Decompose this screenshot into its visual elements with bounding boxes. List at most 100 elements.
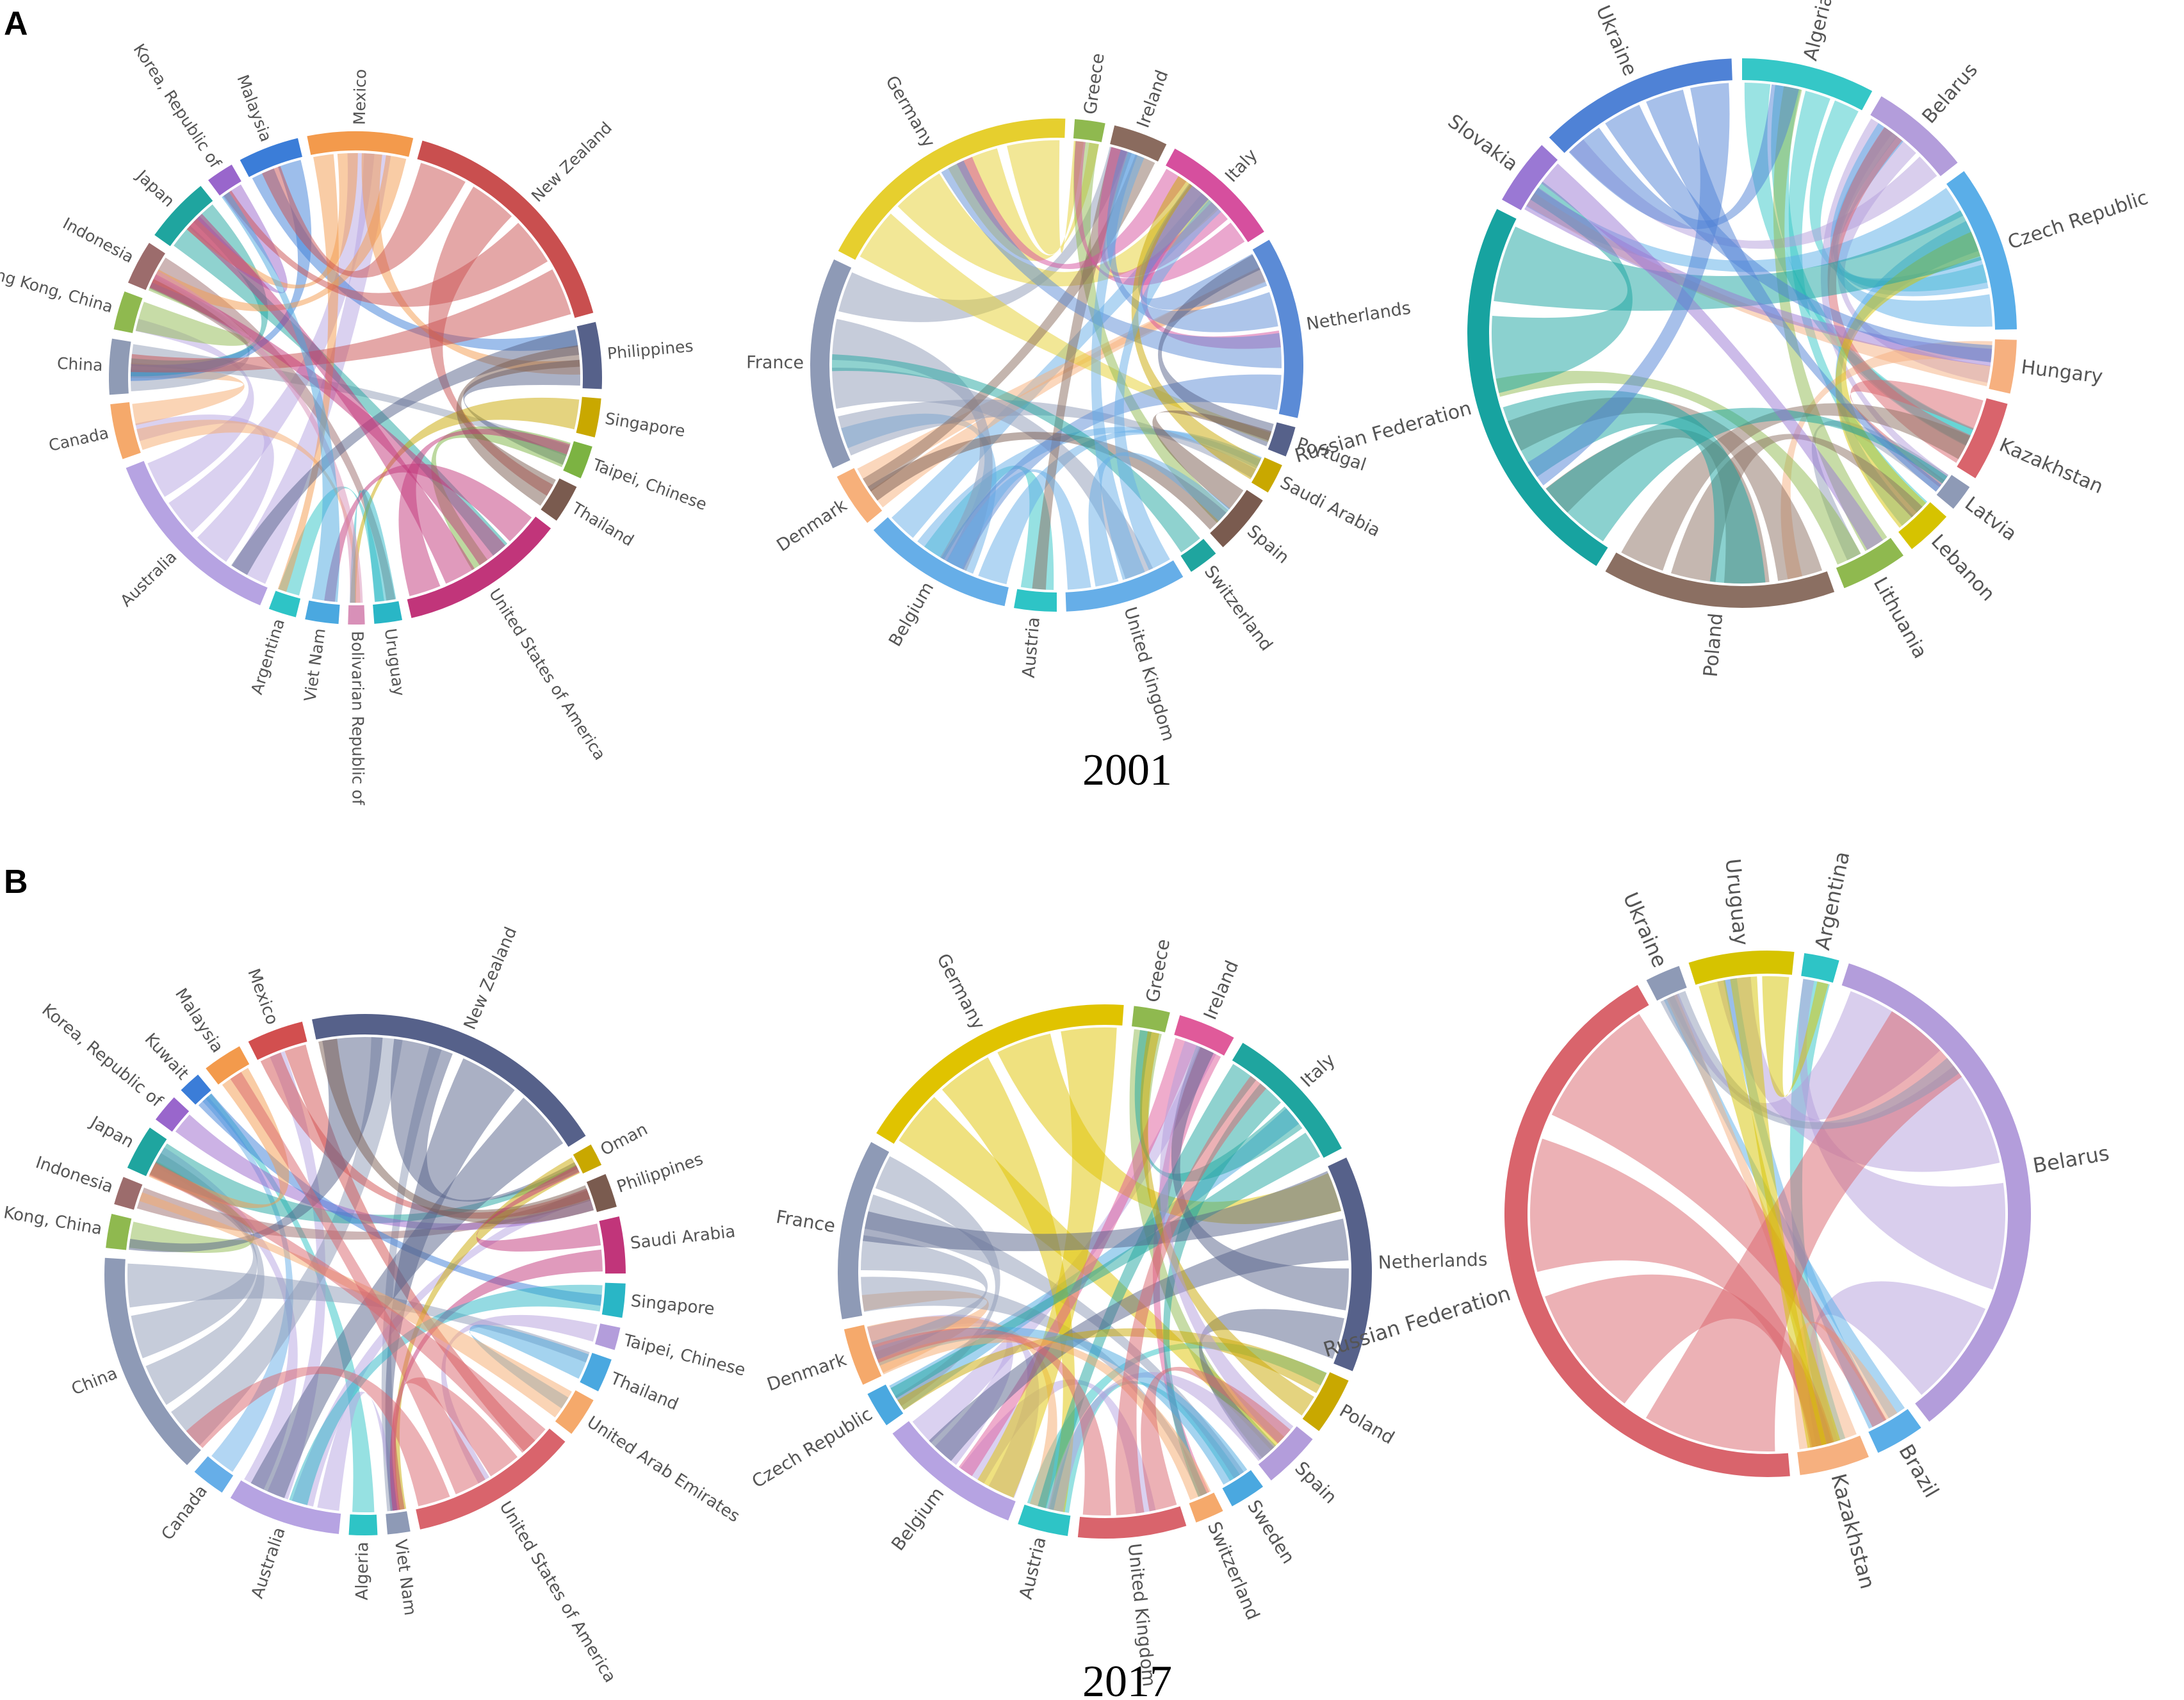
country-label: Viet Nam	[300, 627, 329, 703]
node-arc	[312, 1014, 586, 1147]
chord-ribbon	[129, 1161, 254, 1254]
node-arc	[836, 468, 883, 523]
chord-ribbon	[318, 1038, 594, 1225]
node-arc	[208, 165, 241, 196]
node-arc	[416, 1428, 566, 1530]
chord-diagram-4: Viet Nam Algeria Australia Canada China Hong …	[0, 924, 747, 1686]
chord-ribbon	[139, 1192, 572, 1418]
country-label: Kazakhstan	[1826, 1471, 1880, 1592]
node-arc	[1189, 1492, 1223, 1523]
node-arc	[1180, 539, 1216, 572]
chord-ribbon	[186, 1366, 450, 1507]
node-arc	[595, 1323, 621, 1350]
chord-ribbon	[284, 1044, 535, 1452]
chord-ribbon	[929, 1218, 1349, 1461]
node-arc	[307, 131, 414, 157]
node-arc	[1801, 952, 1839, 983]
node-arc	[1077, 1506, 1187, 1539]
country-label: China	[56, 354, 103, 375]
country-label: Ireland	[1200, 958, 1243, 1023]
chord-ribbon	[897, 173, 1219, 287]
node-arc	[843, 1325, 882, 1385]
chord-ribbon	[862, 1171, 1342, 1252]
chord-ribbon	[948, 142, 1100, 261]
country-label: Denmark	[773, 495, 851, 555]
node-arc	[573, 1144, 602, 1174]
country-label: Uruguay	[1720, 858, 1754, 947]
chord-ribbon	[838, 399, 1257, 478]
country-label: Germany	[933, 950, 989, 1033]
chord-ribbon	[838, 146, 1127, 322]
chord-ribbon	[1526, 193, 1991, 387]
node-arc	[1258, 1426, 1313, 1481]
chord-ribbon	[135, 414, 274, 562]
country-label: France	[746, 353, 804, 373]
chord-ribbon	[205, 1093, 375, 1512]
country-label: Belarus	[1918, 59, 1982, 128]
country-label: New Zealand	[528, 119, 615, 206]
chord-ribbon	[956, 156, 1187, 270]
chord-ribbon	[230, 1072, 485, 1494]
chord-diagram-3: Algeria Belarus Czech Republic Hungary Kazak…	[1292, 0, 2151, 678]
country-label: Denmark	[764, 1348, 849, 1395]
node-arc	[348, 605, 365, 625]
node-arc	[1222, 1470, 1264, 1507]
chord-ribbon	[867, 1316, 1057, 1508]
country-label: United States of America	[485, 585, 609, 763]
chord-ribbon	[1835, 231, 1981, 528]
country-label: Korea, Republic of	[38, 1001, 166, 1112]
node-arc	[1946, 171, 2017, 330]
country-label: Switzerland	[1203, 1519, 1264, 1623]
country-label: Austria	[1015, 1535, 1050, 1601]
country-label: Argentina	[247, 616, 288, 696]
node-arc	[810, 259, 852, 468]
country-label: Viet Nam	[391, 1538, 420, 1616]
node-arc	[601, 1282, 626, 1318]
country-label: Slovakia	[1444, 110, 1522, 176]
node-arc	[576, 322, 602, 389]
country-label: Saudi Arabia	[629, 1222, 736, 1254]
chord-ribbon	[1850, 380, 1984, 487]
chord-ribbon	[385, 1058, 515, 1511]
country-label: Thailand	[568, 498, 637, 550]
chord-ribbon	[1495, 371, 1861, 565]
country-label: Sweden	[1243, 1496, 1299, 1567]
node-arc	[580, 1353, 612, 1392]
country-label: Indonesia	[33, 1153, 116, 1197]
chord-ribbon	[278, 486, 384, 602]
chord-ribbon	[289, 1284, 603, 1505]
country-label: United Kingdom	[1120, 605, 1178, 744]
node-arc	[1605, 552, 1835, 608]
country-label: Kazakhstan	[1996, 434, 2107, 498]
node-arc	[1742, 58, 1873, 111]
chord-diagram-2: Austria Belgium Denmark France Germany Greece…	[746, 52, 1412, 743]
chord-ribbon	[1646, 90, 1942, 492]
node-arc	[386, 1511, 411, 1535]
chord-ribbon	[1605, 104, 1992, 363]
node-arc	[106, 1214, 132, 1250]
node-arc	[1797, 1435, 1869, 1475]
chord-ribbon	[361, 153, 580, 375]
chord-ribbon	[127, 1263, 590, 1363]
chord-ribbon	[131, 344, 570, 456]
country-label: Poland	[1700, 612, 1728, 678]
chord-ribbon	[262, 163, 466, 278]
country-label: Spain	[1291, 1457, 1341, 1508]
chord-ribbon	[1621, 403, 1971, 571]
node-arc	[1210, 489, 1263, 548]
node-arc	[876, 1004, 1124, 1144]
country-label: Switzerland	[1200, 562, 1276, 655]
chord-ribbon	[131, 269, 571, 373]
chord-ribbon	[476, 1165, 601, 1252]
chord-ribbon	[149, 274, 505, 566]
chord-ribbon	[1494, 210, 1982, 311]
chord-ribbon	[149, 1143, 580, 1224]
chord-ribbon	[428, 186, 553, 496]
country-label: Indonesia	[60, 214, 136, 266]
country-label: New Zealand	[460, 924, 521, 1033]
chord-ribbons	[130, 153, 580, 603]
node-arc	[1251, 457, 1282, 493]
node-arc	[1870, 96, 1958, 177]
node-arc	[305, 600, 340, 625]
